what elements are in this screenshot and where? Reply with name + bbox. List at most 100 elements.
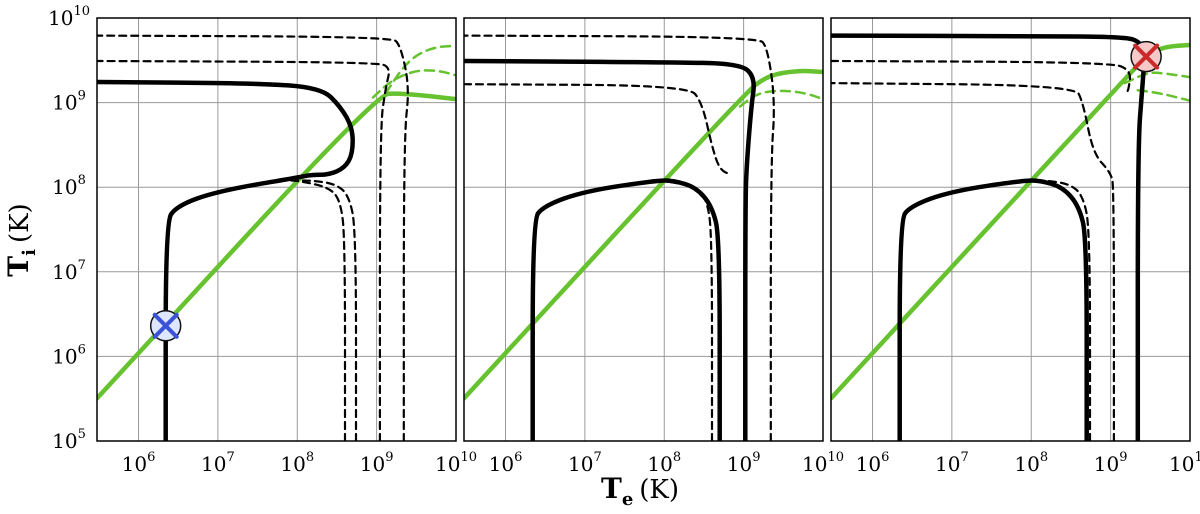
y-tick-label: 108 — [52, 173, 86, 199]
x-tick-exp: 6 — [514, 450, 522, 465]
x-tick-base: 10 — [280, 452, 305, 476]
x-tick-base: 10 — [122, 452, 147, 476]
series-group — [97, 34, 456, 441]
y-tick-label: 1010 — [48, 4, 90, 30]
series-dashed-4 — [97, 34, 409, 441]
series-branch-2 — [1136, 88, 1190, 103]
panel-frame — [830, 17, 1191, 442]
x-tick-label: 108 — [1014, 450, 1048, 476]
x-tick-base: 10 — [802, 452, 827, 476]
x-axis-label-main: T — [601, 472, 622, 505]
x-tick-exp: 10 — [460, 450, 477, 465]
series-solution-low — [897, 178, 1089, 441]
panel-2 — [463, 17, 824, 442]
x-tick-base: 10 — [360, 452, 385, 476]
y-tick-exp: 7 — [78, 258, 86, 273]
x-tick-base: 10 — [647, 452, 672, 476]
x-tick-exp: 10 — [1194, 450, 1200, 465]
x-tick-label: 109 — [360, 450, 394, 476]
series-solution-low — [530, 178, 722, 441]
x-tick-label: 1010 — [435, 450, 477, 476]
x-tick-label: 107 — [568, 450, 602, 476]
series-dashed-2 — [292, 179, 358, 441]
y-tick-label: 106 — [52, 342, 86, 368]
x-tick-base: 10 — [1014, 452, 1039, 476]
y-tick-base: 10 — [52, 175, 77, 199]
y-tick-label: 105 — [52, 427, 86, 453]
x-tick-label: 106 — [122, 450, 156, 476]
panel-frame — [463, 17, 824, 442]
series-equilibrium — [97, 91, 456, 401]
x-tick-base: 10 — [568, 452, 593, 476]
series-dashed-1 — [650, 179, 714, 441]
x-tick-label: 107 — [201, 450, 235, 476]
y-tick-exp: 5 — [78, 427, 86, 442]
y-tick-exp: 6 — [78, 342, 86, 357]
x-tick-exp: 8 — [1040, 450, 1048, 465]
y-axis-label: Ti (K) — [2, 203, 40, 276]
x-tick-exp: 7 — [226, 450, 234, 465]
x-tick-base: 10 — [856, 452, 881, 476]
x-tick-label: 109 — [727, 450, 761, 476]
series-equilibrium — [464, 68, 823, 401]
series-dashed-2 — [464, 34, 775, 441]
red-cross-marker — [1130, 40, 1162, 73]
marker-stroke — [1133, 43, 1160, 70]
x-tick-exp: 6 — [881, 450, 889, 465]
x-tick-exp: 8 — [306, 450, 314, 465]
series-dashed-2 — [831, 82, 1115, 441]
x-tick-label: 1010 — [1169, 450, 1200, 476]
y-axis-label-main: T — [2, 256, 35, 277]
x-tick-label: 107 — [935, 450, 969, 476]
x-tick-base: 10 — [727, 452, 752, 476]
grid — [464, 18, 823, 441]
series-group — [831, 33, 1190, 441]
y-tick-base: 10 — [52, 429, 77, 453]
series-dashed-3 — [831, 59, 1132, 95]
x-tick-exp: 9 — [752, 450, 760, 465]
x-tick-exp: 7 — [593, 450, 601, 465]
y-tick-base: 10 — [52, 344, 77, 368]
x-tick-base: 10 — [489, 452, 514, 476]
panel-1 — [96, 17, 457, 442]
x-tick-exp: 6 — [147, 450, 155, 465]
x-tick-exp: 8 — [673, 450, 681, 465]
series-dashed-3 — [464, 83, 733, 176]
series-solution — [97, 79, 355, 441]
x-tick-base: 10 — [1094, 452, 1119, 476]
y-tick-label: 107 — [52, 258, 86, 284]
x-axis-label-sub: e — [622, 489, 633, 510]
x-tick-base: 10 — [435, 452, 460, 476]
x-axis-label-unit: (K) — [639, 475, 679, 505]
x-tick-label: 106 — [489, 450, 523, 476]
y-axis-label-sub: i — [19, 249, 40, 256]
grid — [97, 18, 456, 441]
y-tick-base: 10 — [48, 6, 73, 30]
grid — [831, 18, 1190, 441]
series-dashed-3 — [97, 59, 390, 441]
marker-stroke — [152, 312, 179, 339]
x-tick-label: 1010 — [802, 450, 844, 476]
series-dashed-1 — [283, 179, 347, 441]
series-branch-1 — [1123, 71, 1190, 85]
panel-frame — [96, 17, 457, 442]
x-tick-exp: 7 — [960, 450, 968, 465]
x-tick-base: 10 — [1169, 452, 1194, 476]
y-tick-exp: 9 — [78, 89, 86, 104]
panel-3 — [830, 17, 1191, 442]
x-tick-label: 108 — [280, 450, 314, 476]
x-tick-label: 108 — [647, 450, 681, 476]
series-branch-2 — [384, 44, 456, 95]
series-branch-1 — [738, 89, 823, 108]
x-tick-base: 10 — [935, 452, 960, 476]
y-tick-base: 10 — [52, 91, 77, 115]
y-tick-label: 109 — [52, 89, 86, 115]
series-branch-1 — [371, 69, 456, 99]
x-tick-label: 106 — [856, 450, 890, 476]
x-tick-base: 10 — [201, 452, 226, 476]
x-tick-exp: 9 — [385, 450, 393, 465]
series-group — [464, 34, 823, 441]
x-tick-exp: 9 — [1119, 450, 1127, 465]
y-axis-label-unit: (K) — [5, 203, 35, 243]
